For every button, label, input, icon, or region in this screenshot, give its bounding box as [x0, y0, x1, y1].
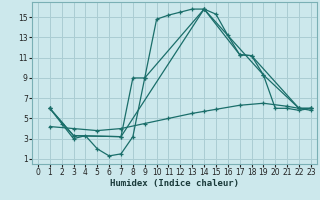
X-axis label: Humidex (Indice chaleur): Humidex (Indice chaleur) [110, 179, 239, 188]
